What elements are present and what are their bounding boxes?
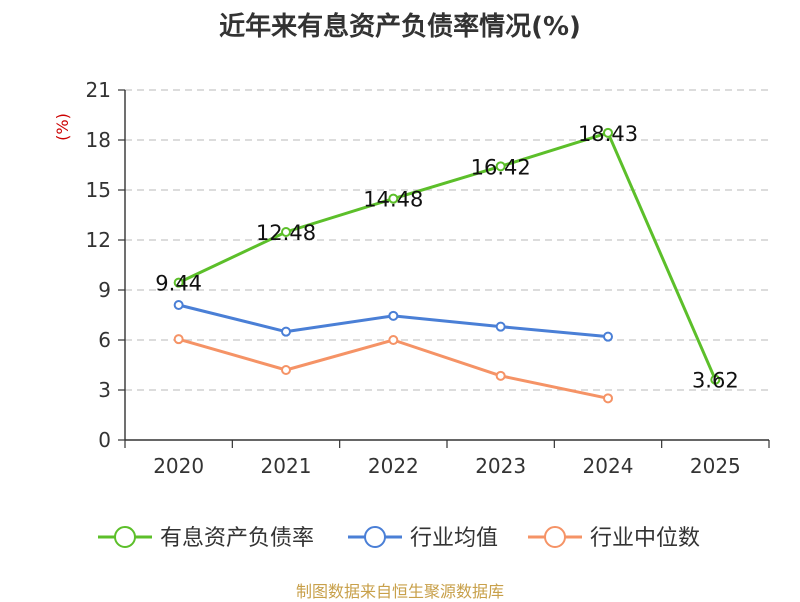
series-points [173,127,721,404]
y-tick-label: 18 [86,128,111,152]
data-point [603,331,613,342]
data-point [281,227,291,237]
y-tick-label: 0 [98,428,111,452]
data-label: 18.43 [578,122,638,146]
legend-marker [114,526,136,548]
data-point [495,321,506,332]
legend-label: 行业均值 [410,526,498,551]
data-point [603,393,613,404]
data-label: 14.48 [363,188,423,212]
grid-lines [125,89,769,391]
y-tick-label: 9 [98,278,111,302]
y-tick-labels: 0 3 6 9 12 15 18 21 [86,78,111,452]
y-tick-label: 6 [98,328,111,352]
data-label: 12.48 [256,221,316,245]
y-tick-label: 3 [98,378,111,402]
legend-marker [544,526,566,548]
x-tick-label: 2022 [368,454,419,478]
legend-label: 有息资产负债率 [160,526,314,551]
data-point [281,365,291,375]
source-note: 制图数据来自恒生聚源数据库 [295,582,504,601]
x-tick-label: 2023 [475,454,526,478]
x-tick-label: 2020 [153,454,204,478]
data-point [281,326,291,337]
data-point [710,374,721,385]
legend: 有息资产负债率 行业均值 行业中位数 [98,526,700,551]
data-point [388,193,399,204]
legend-label: 行业中位数 [590,526,700,551]
data-point [388,335,399,345]
data-labels: 9.44 12.48 14.48 16.42 18.43 3.62 [155,122,738,393]
x-tick-labels: 2020 2021 2022 2023 2024 2025 [153,454,741,478]
legend-marker [364,526,386,548]
data-point [173,334,184,345]
data-point [495,161,506,172]
data-label: 16.42 [471,155,531,179]
data-point [603,127,613,138]
y-tick-label: 12 [86,228,111,252]
x-tick-label: 2024 [583,454,634,478]
y-axis-label: (%) [53,113,72,141]
data-label: 3.62 [692,369,739,393]
x-tick-label: 2025 [690,454,741,478]
y-tick-label: 15 [86,178,111,202]
data-point [173,277,184,288]
x-tick-label: 2021 [261,454,312,478]
data-point [495,370,506,381]
series-lines [178,131,717,400]
chart-title: 近年来有息资产负债率情况(%) [219,12,581,42]
y-tick-label: 21 [86,78,111,102]
data-label: 9.44 [155,272,202,296]
series-line [178,131,717,381]
data-point [173,300,184,310]
data-point [388,310,399,321]
axes [118,89,770,448]
